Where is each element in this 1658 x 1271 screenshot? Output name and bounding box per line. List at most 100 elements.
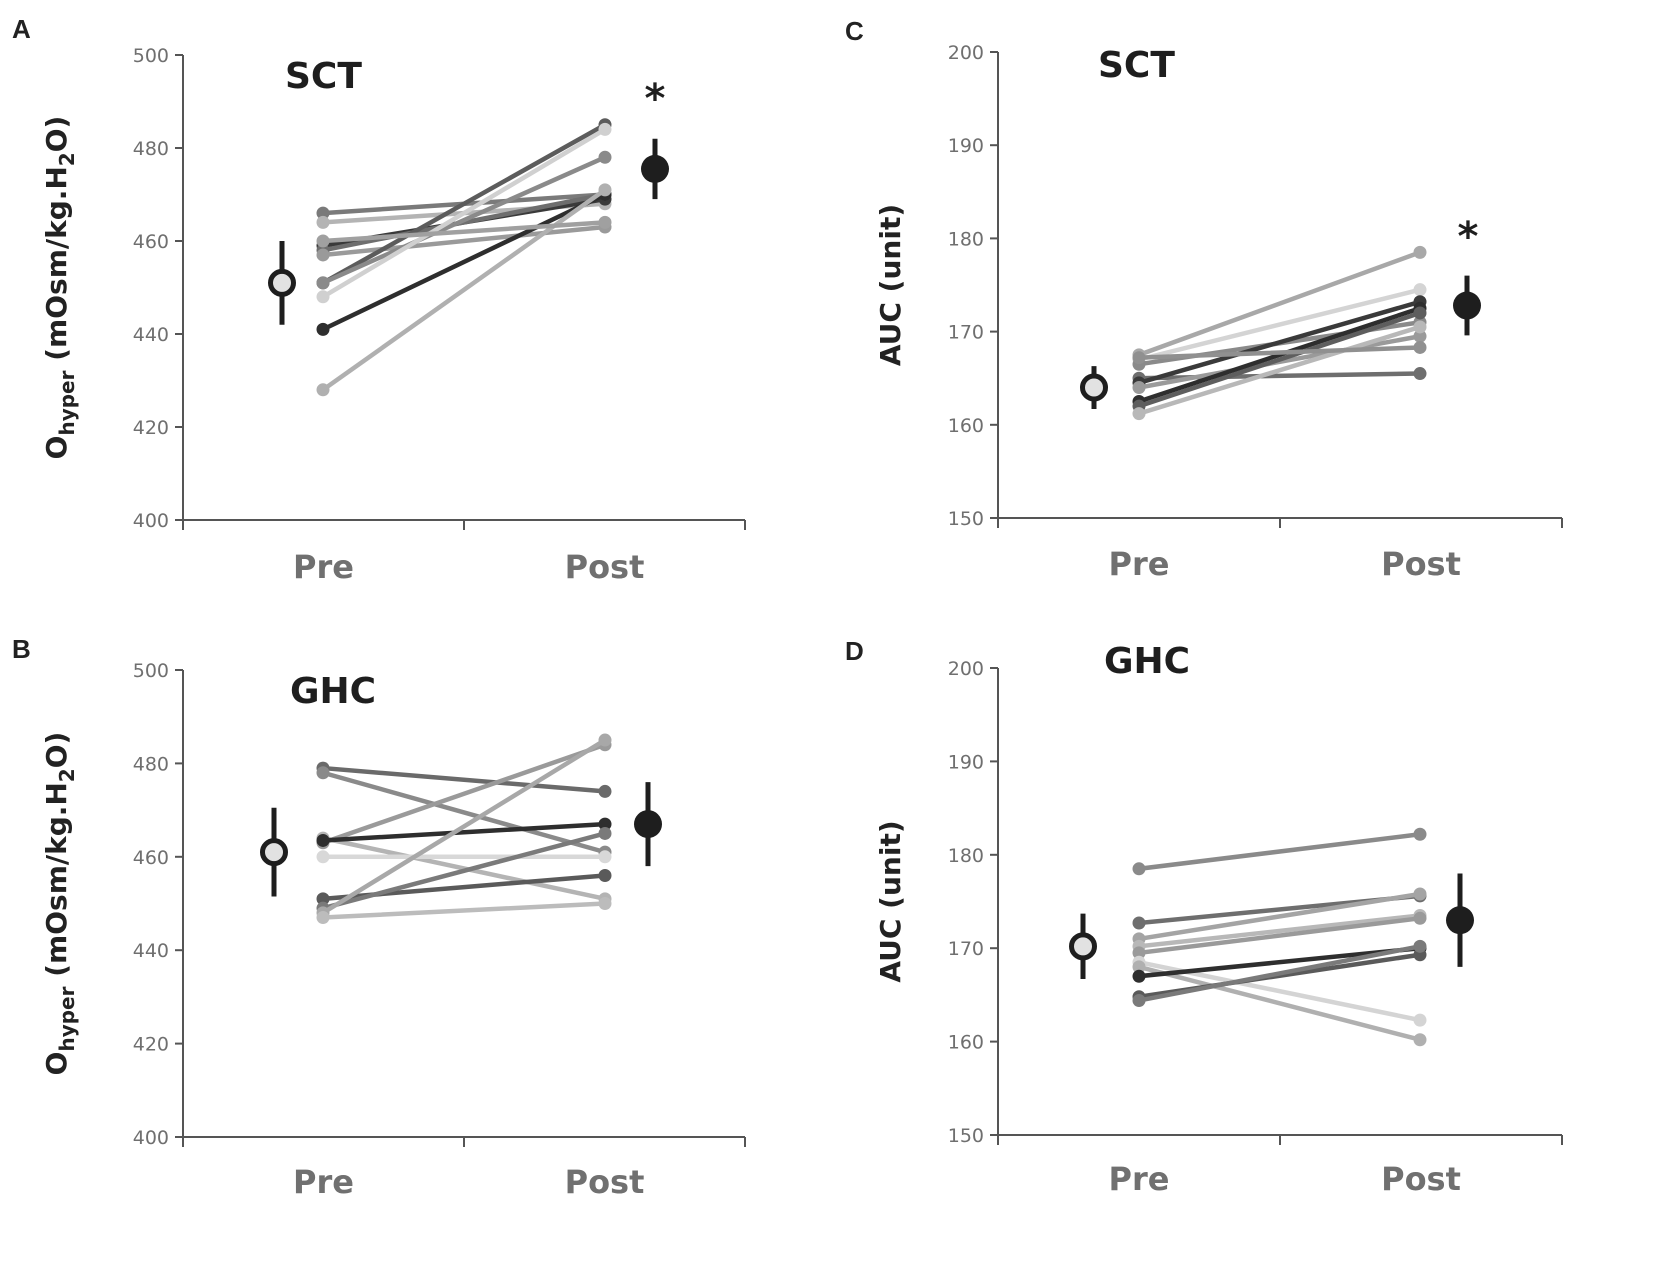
post-mean-marker	[634, 810, 662, 839]
data-point-post	[598, 150, 612, 164]
data-point-pre	[1132, 994, 1146, 1008]
data-point-post	[1413, 283, 1427, 297]
significance-marker: *	[645, 76, 666, 122]
series-s10	[316, 183, 612, 397]
pre-mean-marker	[260, 838, 288, 867]
y-tick-label: 180	[948, 228, 984, 250]
y-label-end: O)	[40, 116, 73, 153]
data-point-pre	[1132, 916, 1146, 930]
data-point-post	[598, 826, 612, 840]
y-label-main: O	[40, 436, 73, 460]
series-line	[320, 127, 608, 300]
data-point-post	[1413, 340, 1427, 354]
data-point-post	[598, 850, 612, 864]
series-line	[320, 737, 608, 916]
y-axis-label: Ohyper (mOsm/kg.H2O)	[40, 732, 79, 1076]
series-line	[1136, 964, 1423, 1042]
data-point-pre	[316, 911, 330, 925]
data-point-pre	[1132, 407, 1146, 421]
y-tick-label: 480	[133, 138, 169, 160]
data-point-post	[598, 122, 612, 136]
y-tick-label: 190	[948, 135, 984, 157]
y-label-sub: hyper	[55, 986, 79, 1051]
y-tick-label: 440	[133, 324, 169, 346]
data-point-post	[1413, 827, 1427, 841]
data-point-pre	[316, 234, 330, 248]
series-s6	[316, 850, 612, 864]
y-tick-label: 150	[948, 1125, 984, 1147]
series-s9	[1132, 320, 1427, 421]
panel-letter: A	[12, 14, 31, 44]
data-point-post	[1413, 1033, 1427, 1047]
data-point-pre	[316, 766, 330, 780]
y-tick-label: 170	[948, 322, 984, 344]
series-s10	[1132, 340, 1427, 365]
series-line	[1136, 299, 1423, 386]
data-point-pre	[316, 322, 330, 336]
y-label-sub2: 2	[55, 152, 79, 166]
data-point-post	[598, 183, 612, 197]
series-line	[320, 224, 608, 258]
y-tick-label: 200	[948, 42, 984, 64]
post-mean-marker	[1453, 291, 1481, 320]
y-label-units: (mOsm/kg.H	[40, 782, 73, 986]
data-point-pre	[316, 215, 330, 229]
series-line	[1136, 371, 1423, 381]
data-point-post	[598, 215, 612, 229]
panel-letter: D	[845, 636, 864, 666]
data-point-post	[598, 817, 612, 831]
series-line	[320, 831, 608, 911]
y-tick-label: 180	[948, 845, 984, 867]
x-category-label: Post	[565, 548, 645, 586]
series-s5	[316, 220, 612, 262]
series-line	[320, 122, 608, 286]
y-tick-label: 460	[133, 847, 169, 869]
series-s11	[316, 215, 612, 248]
data-point-post	[1413, 887, 1427, 901]
y-axis-label: Ohyper (mOsm/kg.H2O)	[40, 116, 79, 460]
data-point-post	[1413, 367, 1427, 381]
series-line	[1136, 891, 1423, 942]
y-tick-label: 170	[948, 938, 984, 960]
series-line	[1136, 306, 1423, 404]
post-mean-marker	[1446, 906, 1474, 935]
series-line	[1136, 832, 1423, 872]
series-line	[320, 742, 608, 846]
panel-a: A SCT 400 420 440 460 480 500 Pre Post Ohyper (mOs…	[12, 14, 746, 586]
panel-title: SCT	[1098, 45, 1175, 86]
y-label-units: (mOsm/kg.H	[40, 166, 73, 370]
y-tick-label: 480	[133, 753, 169, 775]
data-point-pre	[1132, 960, 1146, 974]
series-s7	[1132, 960, 1427, 1047]
panel-title: GHC	[290, 671, 376, 712]
panel-title: GHC	[1104, 641, 1190, 682]
pre-mean-marker	[1080, 373, 1108, 402]
y-tick-label: 420	[133, 417, 169, 439]
data-point-post	[1413, 939, 1427, 953]
y-tick-label: 150	[948, 508, 984, 530]
x-category-label: Pre	[1109, 1160, 1170, 1198]
data-point-pre	[1132, 381, 1146, 395]
series-s5	[1132, 911, 1427, 960]
data-point-pre	[316, 248, 330, 262]
data-point-pre	[316, 206, 330, 220]
y-tick-label: 160	[948, 415, 984, 437]
series-line	[320, 765, 608, 794]
data-point-post	[1413, 1013, 1427, 1027]
data-point-pre	[1132, 969, 1146, 983]
y-axis-label: AUC (unit)	[874, 204, 907, 366]
series-line	[1136, 287, 1423, 362]
series-line	[1136, 916, 1423, 956]
data-point-post	[1413, 911, 1427, 925]
series-line	[1136, 324, 1423, 416]
y-tick-label: 160	[948, 1032, 984, 1054]
panel-b: B GHC 400 420 440 460 480 500 Pre Post Ohyper (mOs…	[12, 634, 746, 1201]
y-tick-label: 400	[133, 1127, 169, 1149]
series-line	[320, 220, 608, 244]
series-line	[320, 155, 608, 286]
data-point-pre	[316, 276, 330, 290]
series-line	[320, 192, 608, 332]
y-tick-label: 200	[948, 658, 984, 680]
y-tick-label: 500	[133, 45, 169, 67]
y-axis-label: AUC (unit)	[874, 820, 907, 982]
